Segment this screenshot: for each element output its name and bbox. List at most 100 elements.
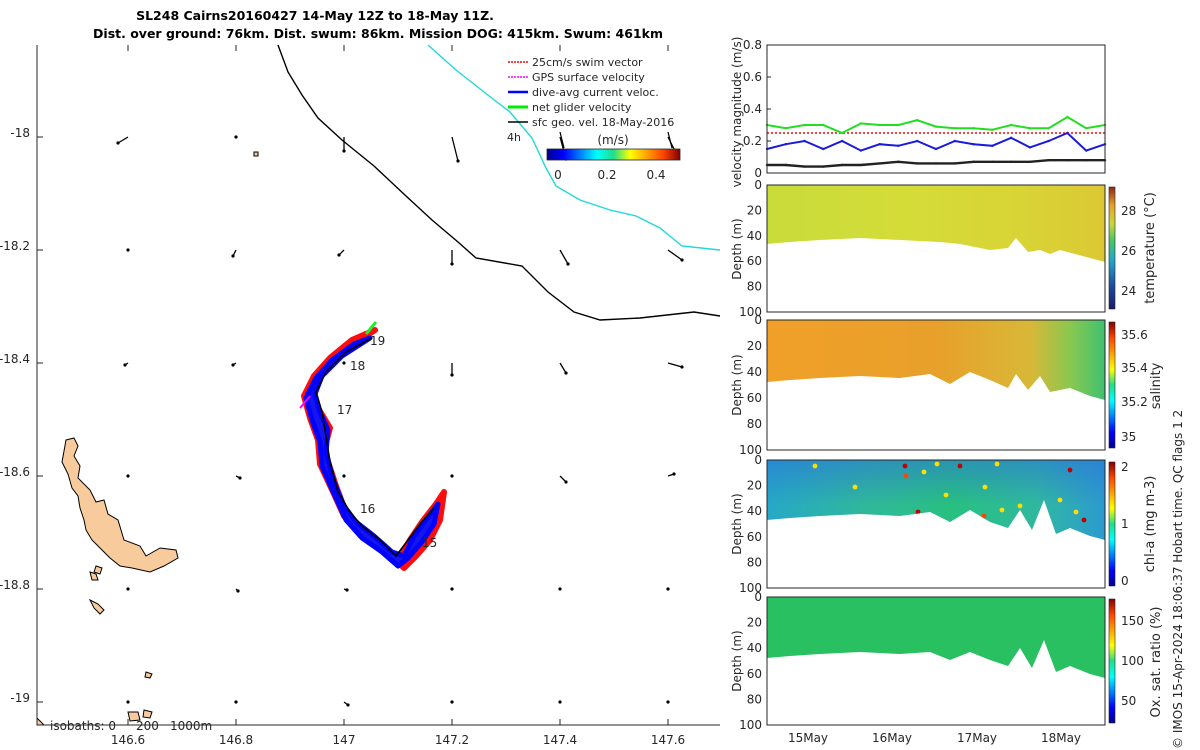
geo-vector-head (666, 700, 670, 704)
island-small-3 (88, 598, 105, 615)
day-label-18: 18 (350, 359, 365, 373)
velocity-data-point (840, 139, 844, 143)
island-small-4 (144, 671, 153, 679)
oxygen-depth-tick: 80 (747, 692, 762, 706)
velocity-data-point (784, 143, 787, 146)
oxygen-cbtick-1: 100 (1121, 654, 1144, 668)
velocity-data-point (859, 163, 863, 167)
velocity-data-point (878, 123, 881, 127)
legend-label-net: net glider velocity (532, 101, 632, 114)
velocity-data-point (840, 131, 844, 135)
legend-scale-arrow-2 (667, 131, 673, 149)
map-background (37, 45, 720, 725)
geo-vector-head (231, 363, 235, 367)
salinity-frame (766, 319, 1106, 451)
chla-highlight-dot (1081, 517, 1087, 523)
geo-vector-head (126, 700, 130, 704)
geo-vector-head (672, 472, 676, 476)
chla-highlight-dot (903, 473, 909, 479)
chla-highlight-dot (1057, 497, 1063, 503)
day-label-17: 17 (337, 403, 352, 417)
velocity-data-point (1028, 127, 1032, 130)
velocity-series (765, 115, 1107, 168)
velocity-yticks: 0 0.2 0.4 0.6 0.8 (743, 38, 771, 180)
salinity-cblabel: salinity (1149, 362, 1164, 409)
geo-vector-arrow (559, 362, 567, 374)
salinity-cbtick-0: 35 (1121, 430, 1136, 444)
velocity-ytick-label: 0.6 (743, 70, 762, 84)
legend-label-geo: sfc geo. vel. 18-May-2016 (532, 116, 674, 129)
island-small-2 (89, 571, 99, 581)
velocity-data-point (784, 163, 787, 167)
temperature-cblabel: temperature (°C) (1143, 192, 1158, 304)
geo-vector-head (345, 588, 349, 592)
map-ytick-4: -18.8 (0, 578, 30, 592)
geo-vector-head (566, 262, 570, 266)
isobath-label-200: 200 (136, 719, 159, 733)
velocity-data-point (897, 123, 900, 127)
salinity-cbtick-3: 35.6 (1121, 328, 1148, 342)
map-ytick-0: -18 (10, 126, 30, 140)
velocity-data-point (822, 165, 825, 168)
depth-tick-labels: 0204060801000204060801000204060801000204… (739, 178, 762, 732)
velocity-ytick-label: 0 (754, 166, 762, 180)
chla-depth-tick: 80 (747, 555, 762, 569)
chla-highlight-dot (921, 469, 927, 475)
velocity-ylabel: velocity magnitude (m/s) (730, 37, 744, 188)
arrow-scale-label: 4h (507, 131, 521, 144)
velocity-data-point (953, 127, 956, 130)
temperature-depth-tick: 100 (739, 305, 762, 319)
map-xtick-4: 147.4 (543, 733, 577, 747)
velocity-data-point (1028, 160, 1032, 163)
chla-highlight-dot (1067, 467, 1073, 473)
map-xtick-1: 146.8 (219, 733, 253, 747)
velocity-data-point (1066, 159, 1069, 162)
land-masses (36, 151, 259, 726)
temperature-cbtick-1: 26 (1121, 244, 1136, 258)
footer-credit: © IMOS 15-Apr-2024 18:06:37 Hobart time.… (1171, 410, 1185, 749)
salinity-depth-tick: 40 (747, 365, 762, 379)
map-ytick-1: -18.2 (0, 239, 30, 253)
velocity-data-point (1066, 131, 1069, 135)
map-xtick-5: 147.6 (651, 733, 685, 747)
salinity-depth-tick: 60 (747, 391, 762, 405)
oxygen-depth-tick: 60 (747, 667, 762, 681)
temperature-frame (766, 184, 1106, 313)
figure-title-line2: Dist. over ground: 76km. Dist. swum: 86k… (93, 26, 663, 41)
temperature-ylabel: Depth (m) (730, 218, 744, 279)
chla-highlight-dot (1073, 509, 1079, 515)
chla-cbtick-1: 1 (1121, 517, 1129, 531)
chla-cblabel: chl-a (mg m-3) (1143, 476, 1158, 573)
day-label-16: 16 (360, 502, 375, 516)
velocity-data-point (991, 144, 994, 147)
temperature-depth-tick: 80 (747, 280, 762, 294)
geo-vector-arrow (559, 249, 569, 265)
velocity-data-point (916, 139, 919, 143)
geo-vector-head (564, 371, 568, 375)
geo-vector-head (126, 587, 130, 591)
salinity-depth-tick: 20 (747, 339, 762, 353)
geo-vector-head (450, 262, 454, 266)
chla-highlight-dot (943, 492, 949, 498)
isobath-label-0: isobaths: 0 (50, 719, 116, 733)
chla-depth-tick: 0 (754, 453, 762, 467)
glider-track (299, 321, 447, 571)
chla-colorbar (1108, 461, 1116, 587)
velocity-panel: 0 0.2 0.4 0.6 0.8 velocity magnitude (m/s) (730, 37, 1107, 188)
geo-vector-head (456, 159, 460, 163)
velocity-data-point (1009, 160, 1013, 163)
velocity-data-point (897, 144, 900, 147)
velocity-data-point (1009, 123, 1013, 127)
chla-ylabel: Depth (m) (730, 493, 744, 554)
salinity-depth-tick: 80 (747, 417, 762, 431)
salinity-depth-tick: 0 (754, 313, 762, 327)
geo-vector-head (126, 248, 130, 252)
geo-vector-head (564, 480, 568, 484)
salinity-cbtick-1: 35.2 (1121, 395, 1148, 409)
temperature-depth-tick: 20 (747, 203, 762, 217)
isobath-label-1000: 1000m (170, 719, 212, 733)
velocity-data-point (934, 147, 938, 151)
chla-highlight-dot (994, 461, 1000, 467)
legend-label-gps: GPS surface velocity (532, 71, 645, 84)
velocity-ytick-label: 0.2 (743, 134, 762, 148)
